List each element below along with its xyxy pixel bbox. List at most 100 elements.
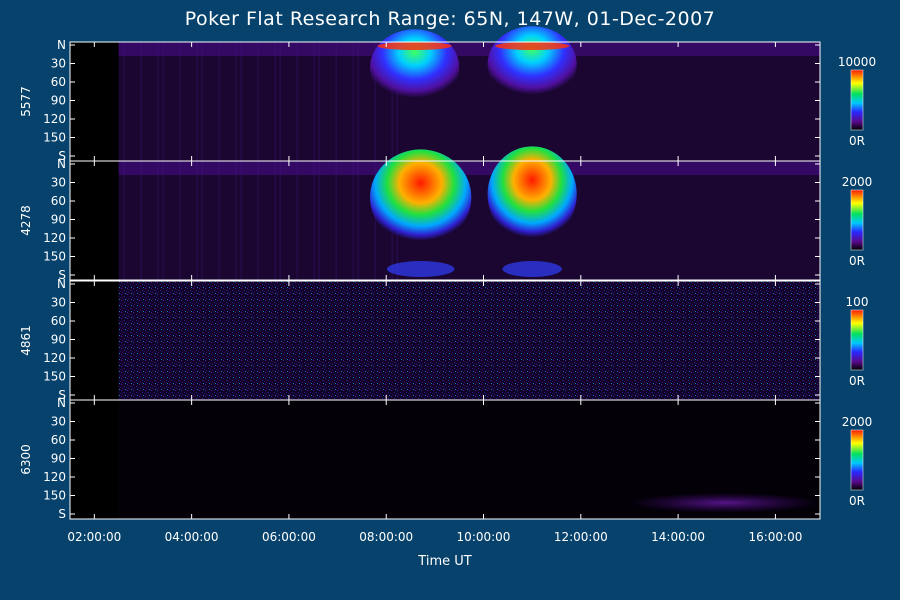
y-tick-label: 30 bbox=[51, 57, 66, 71]
chart-title: Poker Flat Research Range: 65N, 147W, 01… bbox=[184, 8, 716, 30]
panel-streak bbox=[201, 42, 203, 161]
colorbar-min-label: 0R bbox=[849, 134, 865, 148]
panel-streak bbox=[374, 161, 376, 280]
y-tick-label: 60 bbox=[51, 314, 66, 328]
y-tick-label: 30 bbox=[51, 296, 66, 310]
panel-streak bbox=[140, 161, 142, 280]
colorbar bbox=[850, 309, 864, 371]
y-tick-label: 30 bbox=[51, 176, 66, 190]
panel-label: 6300 bbox=[19, 444, 33, 475]
panel-streak bbox=[240, 42, 242, 161]
colorbar bbox=[850, 429, 864, 491]
panel-top-glow bbox=[118, 161, 820, 175]
panel-streak bbox=[218, 42, 220, 161]
x-tick-label: 10:00:00 bbox=[457, 530, 511, 544]
aurora-feature-peak bbox=[495, 42, 570, 50]
y-tick-label: 90 bbox=[51, 452, 66, 466]
panel-streak bbox=[274, 161, 276, 280]
panel-streak bbox=[257, 42, 259, 161]
y-tick-label: N bbox=[57, 38, 66, 52]
panel-streak bbox=[196, 161, 198, 280]
y-tick-label: S bbox=[58, 507, 66, 521]
y-tick-label: 150 bbox=[43, 131, 66, 145]
panel-streak bbox=[335, 161, 337, 280]
panel-streak bbox=[235, 42, 237, 161]
panel-streak bbox=[335, 42, 337, 161]
panel-streak bbox=[374, 42, 376, 161]
panel-streak bbox=[179, 42, 181, 161]
panel-frame bbox=[69, 160, 821, 281]
colorbar-max-label: 2000 bbox=[842, 175, 873, 189]
y-tick-label: 90 bbox=[51, 213, 66, 227]
panel-data-region bbox=[118, 161, 820, 280]
x-tick-label: 04:00:00 bbox=[165, 530, 219, 544]
y-tick-label: 30 bbox=[51, 415, 66, 429]
y-tick-label: S bbox=[58, 388, 66, 402]
colorbar-max-label: 100 bbox=[846, 295, 869, 309]
panel-streak bbox=[123, 161, 125, 280]
colorbar-min-label: 0R bbox=[849, 494, 865, 508]
y-tick-label: 90 bbox=[51, 333, 66, 347]
aurora-feature bbox=[370, 29, 460, 106]
panel-top-glow bbox=[118, 42, 820, 56]
panel-streak bbox=[235, 161, 237, 280]
panel-streak bbox=[318, 42, 320, 161]
x-axis-label: Time UT bbox=[418, 554, 472, 569]
y-tick-label: 150 bbox=[43, 370, 66, 384]
panel-streak bbox=[352, 161, 354, 280]
y-tick-label: 60 bbox=[51, 433, 66, 447]
y-tick-label: N bbox=[57, 157, 66, 171]
panel-streak bbox=[274, 42, 276, 161]
y-tick-label: 120 bbox=[43, 231, 66, 245]
colorbar-max-label: 10000 bbox=[838, 55, 876, 69]
panel-streak bbox=[357, 161, 359, 280]
panel-streak bbox=[257, 161, 259, 280]
x-tick-label: 16:00:00 bbox=[748, 530, 802, 544]
x-tick-label: 06:00:00 bbox=[262, 530, 316, 544]
y-tick-label: 150 bbox=[43, 489, 66, 503]
panel-frame bbox=[69, 399, 821, 520]
panel-streak bbox=[279, 161, 281, 280]
y-tick-label: 120 bbox=[43, 112, 66, 126]
aurora-feature-lower bbox=[386, 261, 455, 277]
colorbar-min-label: 0R bbox=[849, 254, 865, 268]
panel-streak bbox=[296, 42, 298, 161]
panel-streak bbox=[201, 161, 203, 280]
panel-streak bbox=[196, 42, 198, 161]
colorbar-max-label: 2000 bbox=[842, 415, 873, 429]
x-tick-label: 12:00:00 bbox=[554, 530, 608, 544]
aurora-feature-peak bbox=[377, 42, 452, 50]
aurora-feature-lower bbox=[502, 261, 562, 277]
panel-streak bbox=[140, 42, 142, 161]
aurora-feature bbox=[487, 26, 577, 103]
x-tick-label: 02:00:00 bbox=[67, 530, 121, 544]
aurora-feature bbox=[370, 149, 472, 246]
panel-streak bbox=[279, 42, 281, 161]
panel-streak bbox=[218, 161, 220, 280]
y-tick-label: 120 bbox=[43, 470, 66, 484]
aurora-feature bbox=[487, 146, 577, 243]
y-tick-label: 90 bbox=[51, 94, 66, 108]
panel-streak bbox=[240, 161, 242, 280]
colorbar bbox=[850, 69, 864, 131]
panel-streak bbox=[162, 161, 164, 280]
y-tick-label: 60 bbox=[51, 194, 66, 208]
panel-streak bbox=[157, 42, 159, 161]
panel-streak bbox=[157, 161, 159, 280]
colorbar bbox=[850, 189, 864, 251]
panel-streak bbox=[357, 42, 359, 161]
panel-label: 5577 bbox=[19, 86, 33, 117]
panel-label: 4278 bbox=[19, 205, 33, 236]
panel-streak bbox=[179, 161, 181, 280]
panel-streak bbox=[123, 42, 125, 161]
panel-label: 4861 bbox=[19, 325, 33, 356]
panel-data-region bbox=[118, 42, 820, 161]
panel-streak bbox=[296, 161, 298, 280]
y-tick-label: N bbox=[57, 277, 66, 291]
panel-streak bbox=[313, 161, 315, 280]
x-tick-label: 14:00:00 bbox=[651, 530, 705, 544]
y-tick-label: S bbox=[58, 268, 66, 282]
colorbar-min-label: 0R bbox=[849, 374, 865, 388]
panel-streak bbox=[318, 161, 320, 280]
